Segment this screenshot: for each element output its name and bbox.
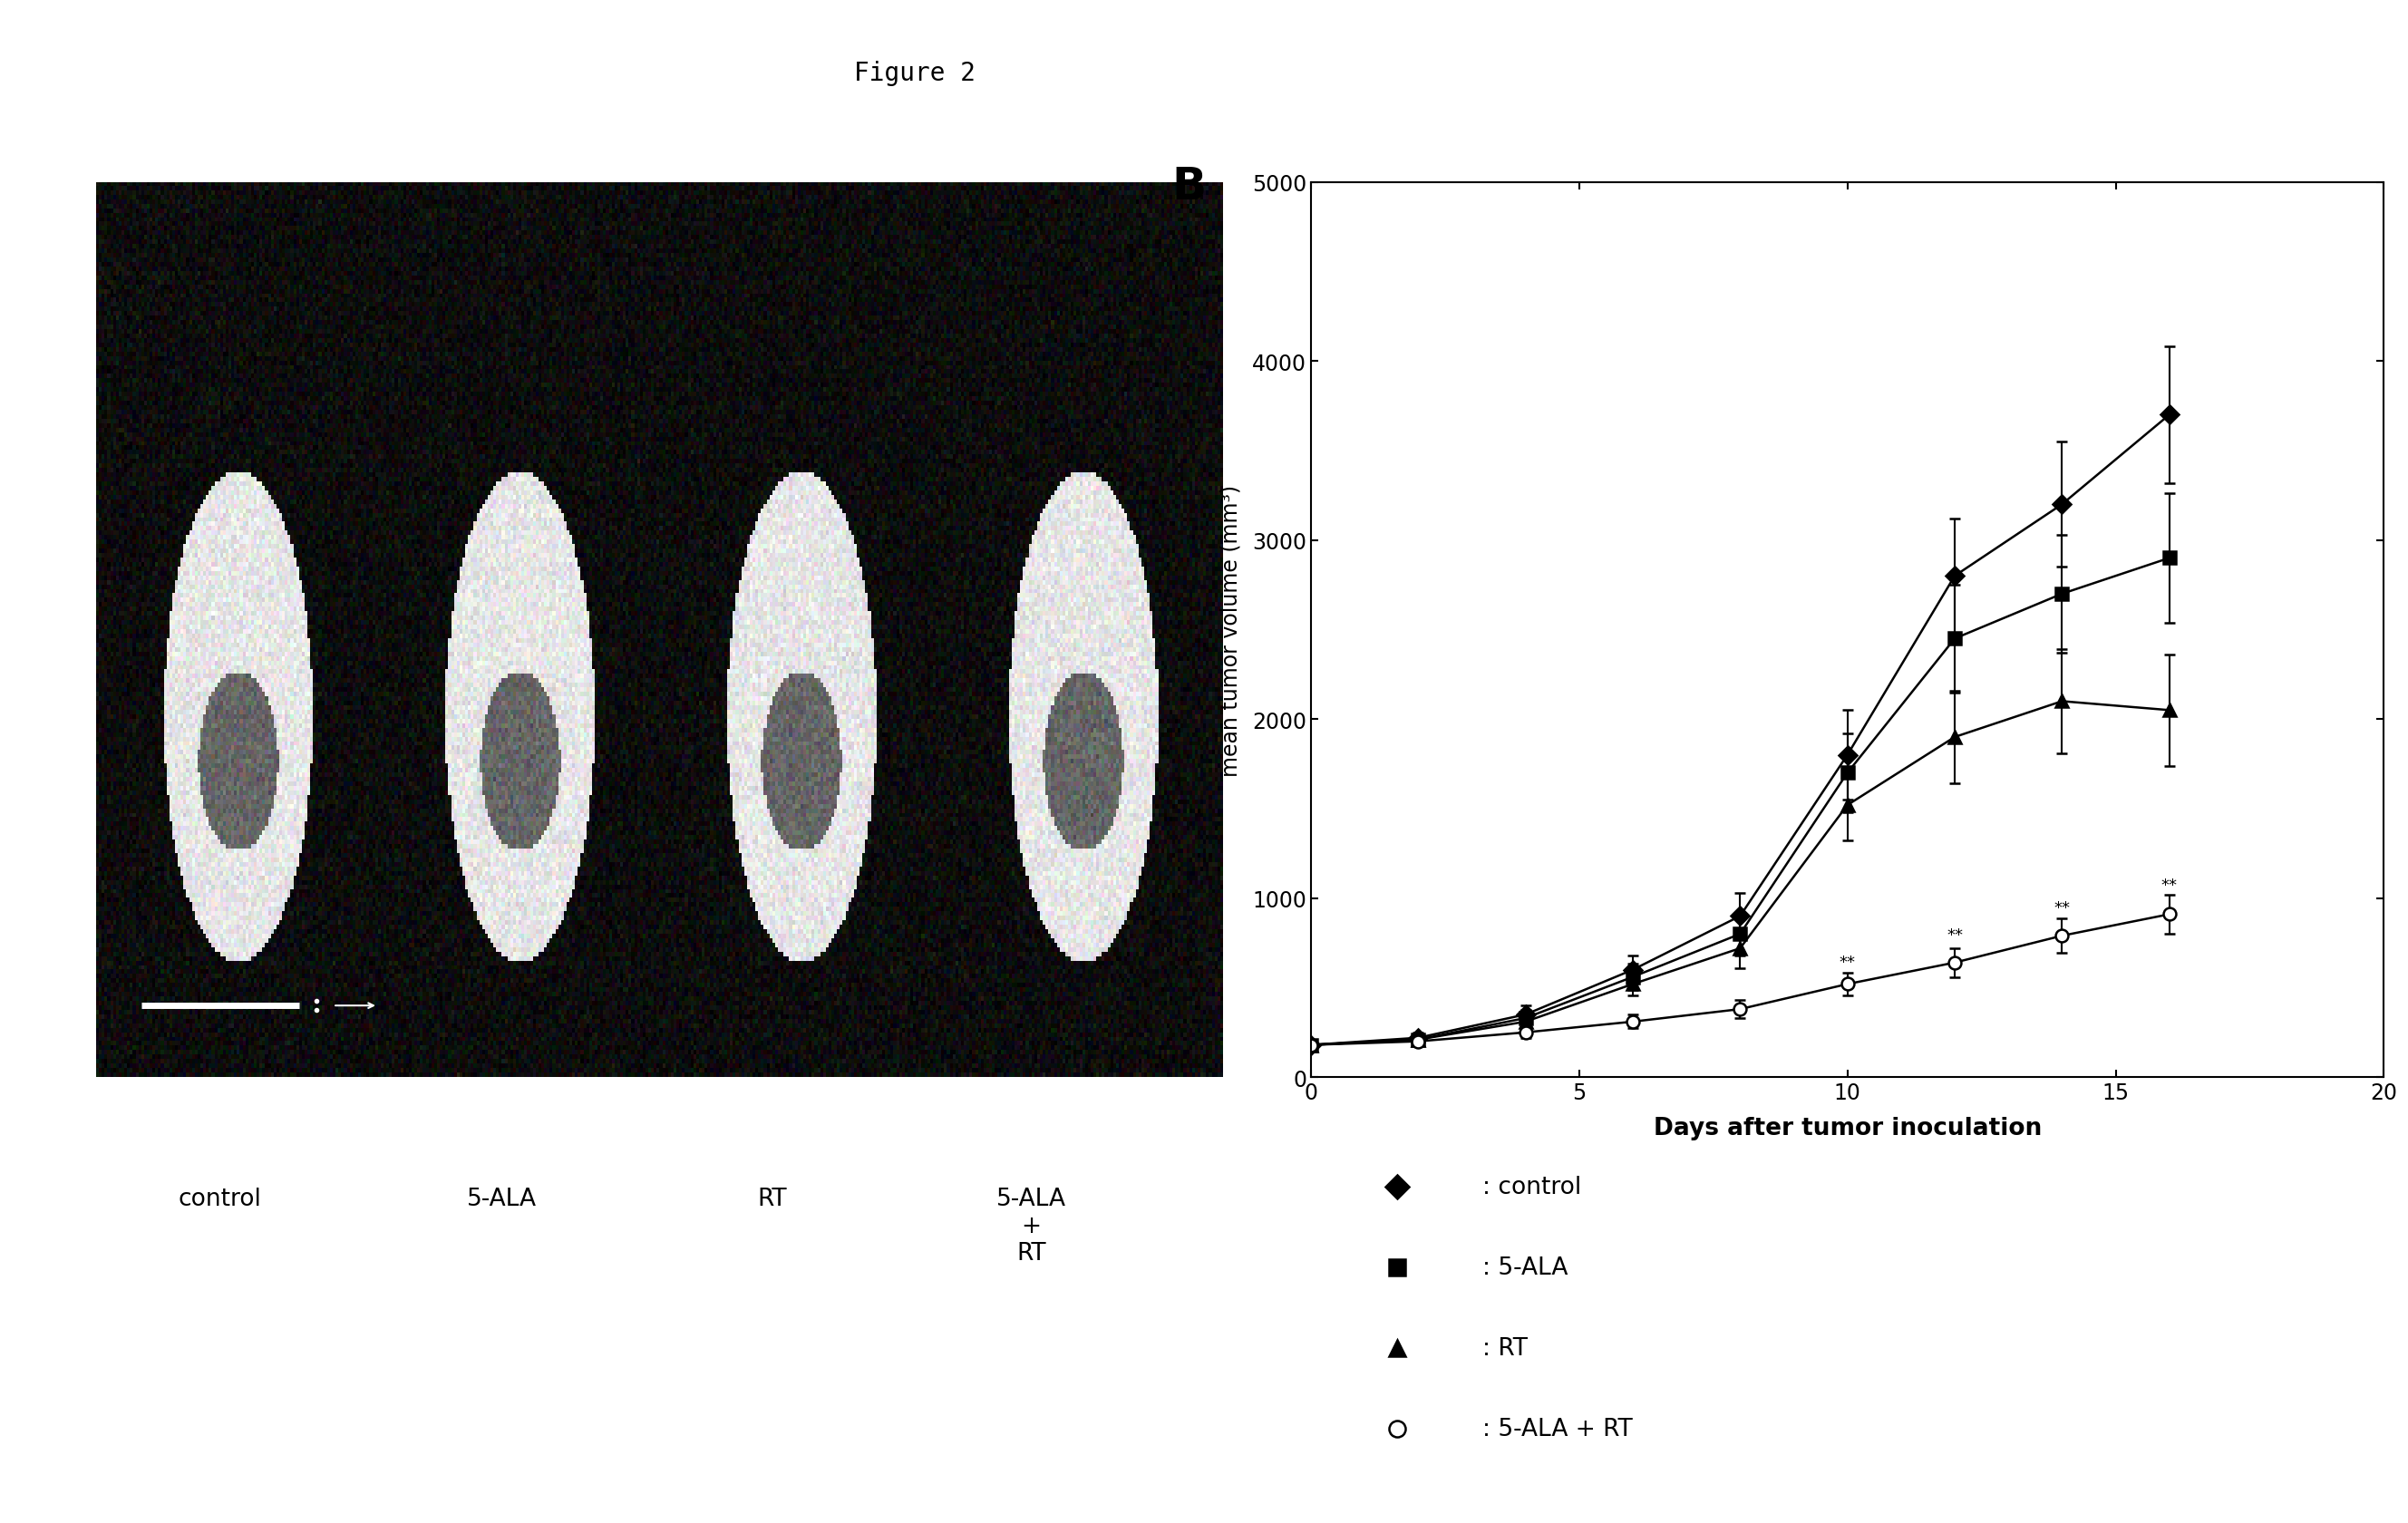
Text: B: B [1170, 164, 1206, 209]
X-axis label: Days after tumor inoculation: Days after tumor inoculation [1654, 1116, 2042, 1139]
Text: **: ** [2160, 877, 2177, 892]
Text: control: control [178, 1186, 262, 1211]
Text: : 5-ALA: : 5-ALA [1483, 1256, 1568, 1279]
Text: **: ** [1840, 953, 1857, 970]
Text: 5-ALA
+
RT: 5-ALA + RT [997, 1186, 1067, 1266]
Text: Figure 2: Figure 2 [855, 61, 975, 87]
Text: **: ** [2054, 900, 2071, 917]
Text: : RT: : RT [1483, 1336, 1529, 1360]
Text: 5-ALA: 5-ALA [467, 1186, 537, 1211]
Text: : control: : control [1483, 1176, 1582, 1199]
Text: **: ** [1946, 928, 1963, 943]
Y-axis label: mean tumor volume (mm³): mean tumor volume (mm³) [1221, 484, 1243, 777]
Text: : 5-ALA + RT: : 5-ALA + RT [1483, 1416, 1633, 1441]
Text: RT: RT [759, 1186, 787, 1211]
